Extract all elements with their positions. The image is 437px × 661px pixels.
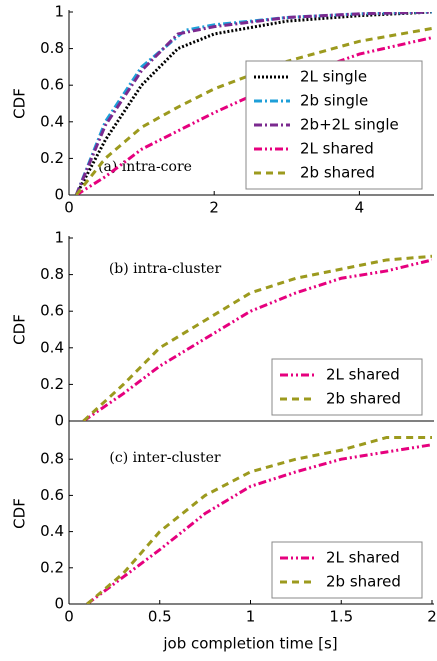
y-tick-label: 0.4 — [40, 338, 64, 356]
series-line — [82, 258, 432, 421]
legend-label: 2b shared — [326, 573, 401, 591]
y-tick-label: 0.4 — [40, 522, 64, 540]
x-tick-label: 0.5 — [148, 608, 172, 626]
y-axis-label: CDF — [11, 88, 29, 119]
series-line — [86, 435, 432, 604]
series-line — [82, 254, 432, 421]
annotation: (c) inter-cluster — [109, 450, 220, 466]
y-tick-label: 0.6 — [40, 486, 64, 504]
legend-label: 2L shared — [326, 366, 400, 384]
y-tick-label: 0.8 — [40, 265, 64, 283]
legend-label: 2L shared — [300, 140, 374, 158]
y-axis-label: CDF — [11, 314, 29, 345]
x-tick-label: 2 — [209, 199, 219, 217]
x-tick-label: 4 — [355, 199, 365, 217]
series-line — [74, 12, 432, 195]
y-tick-label: 0.6 — [40, 76, 64, 94]
x-tick-label: 0 — [64, 199, 74, 217]
series-line — [86, 443, 432, 604]
x-tick-label: 1 — [246, 608, 256, 626]
annotation: (a) intra-core — [98, 159, 192, 175]
series-line — [74, 12, 432, 195]
legend-label: 2L shared — [326, 549, 400, 567]
legend-label: 2b+2L single — [300, 116, 399, 134]
y-tick-label: 0.8 — [40, 39, 64, 57]
y-tick-label: 1 — [54, 3, 64, 21]
y-tick-label: 0.2 — [40, 149, 64, 167]
x-tick-label: 0 — [64, 608, 74, 626]
legend-label: 2L single — [300, 68, 367, 86]
y-tick-label: 0.2 — [40, 375, 64, 393]
y-tick-label: 0.4 — [40, 112, 64, 130]
x-axis-label: job completion time [s] — [162, 635, 337, 653]
x-tick-label: 2 — [427, 608, 437, 626]
y-axis-label: CDF — [11, 498, 29, 529]
y-tick-label: 0 — [54, 186, 64, 204]
legend-box — [271, 358, 423, 416]
y-tick-label: 0.2 — [40, 558, 64, 576]
y-tick-label: 1 — [54, 229, 64, 247]
y-tick-label: 0 — [54, 595, 64, 613]
y-tick-label: 0.6 — [40, 302, 64, 320]
legend-label: 2b single — [300, 92, 368, 110]
legend-label: 2b shared — [300, 164, 375, 182]
series-line — [75, 26, 432, 195]
y-tick-label: 0.8 — [40, 450, 64, 468]
y-tick-label: 0 — [54, 412, 64, 430]
series-line — [75, 36, 432, 195]
legend-box — [271, 541, 423, 599]
annotation: (b) intra-cluster — [109, 261, 222, 277]
legend-label: 2b shared — [326, 390, 401, 408]
x-tick-label: 1.5 — [329, 608, 353, 626]
